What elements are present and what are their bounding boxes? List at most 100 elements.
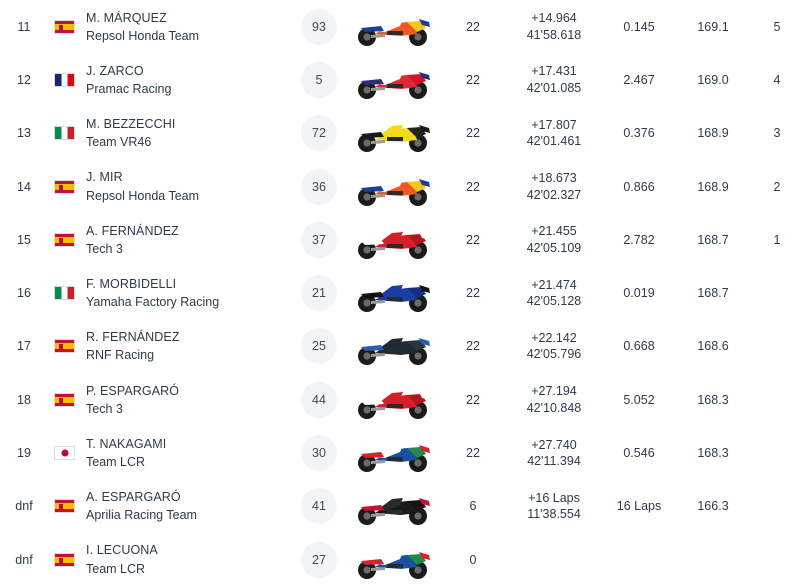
rider-name: R. FERNÁNDEZ: [86, 330, 180, 345]
row-number-cell: 44: [290, 381, 348, 418]
row-rider-cell[interactable]: R. FERNÁNDEZ RNF Racing: [48, 328, 290, 364]
row-number-cell: 5: [290, 61, 348, 98]
table-row[interactable]: dnf I. LECUONA Team LCR 27 0: [0, 533, 806, 586]
row-gap-total: 41'58.618: [526, 27, 582, 42]
rider-team: RNF Racing: [86, 348, 155, 363]
row-rider-cell[interactable]: A. ESPARGARÓ Aprilia Racing Team: [48, 488, 290, 524]
row-laps: 22: [466, 232, 480, 247]
row-gap-delta: +22.142: [531, 330, 577, 345]
row-gap-delta: +21.455: [531, 224, 577, 239]
rider-team: Team VR46: [86, 135, 152, 150]
spain-flag-icon: [54, 392, 75, 407]
table-row[interactable]: 18 P. ESPARGARÓ Tech 3 44 22 +27.194 42'10.848…: [0, 373, 806, 426]
rider-team: Repsol Honda Team: [86, 188, 200, 203]
row-position: 11: [17, 19, 31, 34]
row-bike-cell: [348, 7, 438, 47]
row-rider-cell[interactable]: J. ZARCO Pramac Racing: [48, 62, 290, 98]
row-bike-cell: [348, 60, 438, 100]
table-row[interactable]: 13 M. BEZZECCHI Team VR46 72 22 +17.807 42'01.…: [0, 107, 806, 160]
row-rider-cell[interactable]: T. NAKAGAMI Team LCR: [48, 435, 290, 471]
rider-name: M. MÁRQUEZ: [86, 10, 167, 25]
row-laps: 6: [469, 499, 477, 514]
rider-number-badge: 25: [301, 328, 337, 365]
row-speed: 168.7: [697, 232, 729, 247]
row-rider-cell[interactable]: M. MÁRQUEZ Repsol Honda Team: [48, 9, 290, 45]
row-gap-total: 11'38.554: [527, 507, 581, 522]
spain-flag-icon: [54, 19, 75, 34]
row-gap-cell: +22.142 42'05.796: [508, 330, 600, 363]
row-diff: 2.467: [623, 72, 655, 87]
row-number-cell: 36: [290, 168, 348, 205]
spain-flag-icon: [54, 552, 75, 567]
table-row[interactable]: 17 R. FERNÁNDEZ RNF Racing 25 22 +22.142 42'05…: [0, 320, 806, 373]
row-gap-total: 42'01.085: [526, 80, 582, 95]
row-number-cell: 72: [290, 115, 348, 152]
rider-name: P. ESPARGARÓ: [86, 383, 180, 398]
row-laps: 22: [466, 179, 480, 194]
row-gap-total: 42'10.848: [526, 400, 582, 415]
row-gap-delta: +18.673: [531, 171, 577, 186]
table-row[interactable]: 14 J. MIR Repsol Honda Team 36 22 +18.673 42'0…: [0, 160, 806, 213]
row-rider-cell[interactable]: F. MORBIDELLI Yamaha Factory Racing: [48, 275, 290, 311]
row-speed: 168.3: [697, 392, 729, 407]
row-bike-cell: [348, 113, 438, 153]
row-bike-cell: [348, 486, 438, 526]
row-rider-cell[interactable]: M. BEZZECCHI Team VR46: [48, 115, 290, 151]
row-gap-cell: +21.455 42'05.109: [508, 223, 600, 256]
row-laps: 22: [466, 72, 480, 87]
table-row[interactable]: dnf A. ESPARGARÓ Aprilia Racing Team 41 6 +16…: [0, 480, 806, 533]
row-position: dnf: [15, 552, 33, 567]
row-gap-delta: +14.964: [531, 11, 577, 26]
row-number-cell: 37: [290, 221, 348, 258]
rider-team: Tech 3: [86, 401, 123, 416]
rider-number-badge: 36: [301, 168, 337, 205]
row-speed: 168.9: [697, 179, 729, 194]
spain-flag-icon: [54, 232, 75, 247]
table-row[interactable]: 11 M. MÁRQUEZ Repsol Honda Team 93 22 +14.964…: [0, 0, 806, 53]
row-laps: 22: [466, 19, 480, 34]
row-laps: 0: [469, 552, 477, 567]
rider-name: J. MIR: [86, 170, 123, 185]
rider-text-block: M. BEZZECCHI Team VR46: [86, 115, 175, 151]
row-gap-total: 42'05.796: [526, 347, 582, 362]
rider-team: Yamaha Factory Racing: [86, 295, 220, 310]
row-number-cell: 30: [290, 435, 348, 472]
row-diff: 0.019: [623, 286, 655, 301]
bike-thumbnail-svg: [358, 71, 430, 99]
row-bike-cell: [348, 540, 438, 580]
spain-flag-icon: [54, 179, 75, 194]
table-row[interactable]: 19 T. NAKAGAMI Team LCR 30 22 +27.740 42'11.39…: [0, 426, 806, 479]
bike-thumbnail-svg: [358, 498, 430, 526]
spain-flag-icon: [54, 339, 75, 354]
rider-team: Aprilia Racing Team: [86, 508, 197, 523]
row-position: 17: [17, 339, 31, 354]
row-gap-cell: +16 Laps 11'38.554: [508, 490, 600, 523]
row-laps: 22: [466, 339, 480, 354]
row-rider-cell[interactable]: A. FERNÁNDEZ Tech 3: [48, 222, 290, 258]
row-position: 12: [17, 72, 31, 87]
row-speed: 168.3: [697, 446, 729, 461]
table-row[interactable]: 16 F. MORBIDELLI Yamaha Factory Racing 21 22…: [0, 266, 806, 319]
bike-thumbnail-svg: [358, 125, 430, 153]
row-bike-cell: [348, 326, 438, 366]
row-position: 15: [17, 232, 31, 247]
row-rider-cell[interactable]: J. MIR Repsol Honda Team: [48, 168, 290, 204]
row-laps: 22: [466, 286, 480, 301]
rider-team: Pramac Racing: [86, 81, 172, 96]
table-row[interactable]: 12 J. ZARCO Pramac Racing 5 22 +17.431 42'01.0…: [0, 53, 806, 106]
row-rider-cell[interactable]: P. ESPARGARÓ Tech 3: [48, 382, 290, 418]
rider-number-badge: 37: [301, 221, 337, 258]
row-laps: 22: [466, 446, 480, 461]
row-rider-cell[interactable]: I. LECUONA Team LCR: [48, 541, 290, 577]
row-points: 5: [773, 19, 781, 34]
row-diff: 0.546: [623, 446, 655, 461]
rider-text-block: A. FERNÁNDEZ Tech 3: [86, 222, 179, 258]
row-gap-total: 42'05.128: [526, 294, 582, 309]
rider-number-badge: 93: [301, 8, 337, 45]
rider-name: J. ZARCO: [86, 63, 144, 78]
row-position: 19: [17, 446, 31, 461]
bike-thumbnail-svg: [358, 285, 430, 313]
table-row[interactable]: 15 A. FERNÁNDEZ Tech 3 37 22 +21.455 42'05.109…: [0, 213, 806, 266]
row-diff: 5.052: [623, 392, 655, 407]
